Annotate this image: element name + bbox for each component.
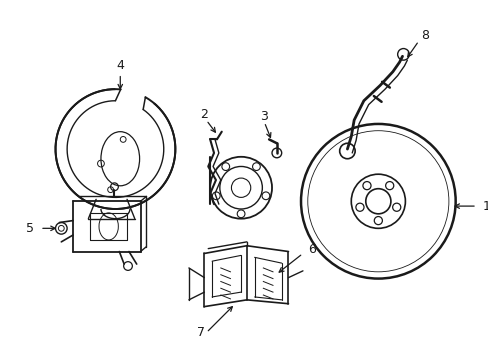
Text: 8: 8 — [420, 28, 428, 41]
Text: 5: 5 — [26, 222, 34, 235]
Text: 2: 2 — [200, 108, 208, 121]
Text: 3: 3 — [260, 110, 268, 123]
Text: 6: 6 — [307, 243, 315, 256]
Text: 7: 7 — [197, 325, 205, 338]
Text: 4: 4 — [116, 59, 124, 72]
Text: 1: 1 — [482, 199, 488, 213]
